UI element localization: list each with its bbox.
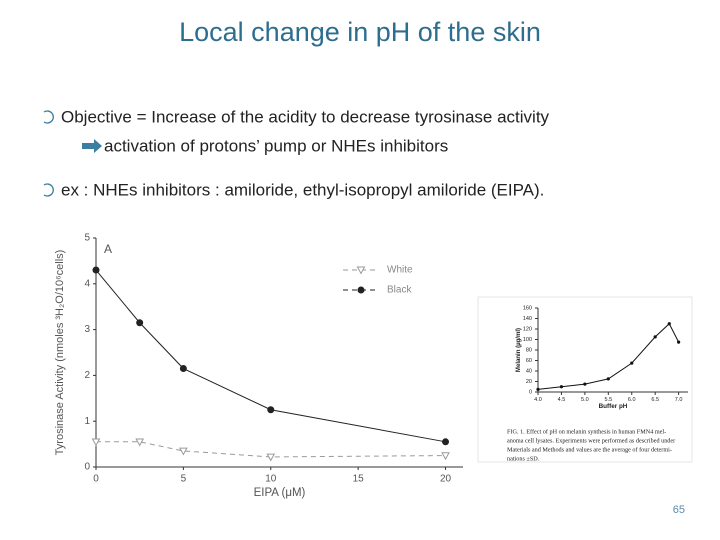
point xyxy=(179,365,187,373)
y-tick-label: 60 xyxy=(526,358,532,364)
y-tick-label: 1 xyxy=(84,416,90,427)
series-line xyxy=(537,322,680,390)
x-tick-label: 0 xyxy=(93,474,99,485)
x-tick-label: 4.0 xyxy=(534,397,542,403)
legend-label: Black xyxy=(387,285,412,296)
y-tick-label: 0 xyxy=(529,389,532,395)
x-tick-label: 5.0 xyxy=(581,397,589,403)
y-axis-label: Melanin (µg/ml) xyxy=(516,328,522,372)
bullet-text: Objective = Increase of the acidity to d… xyxy=(61,107,550,126)
x-axis-label: EIPA (μM) xyxy=(254,487,306,499)
page-number: 65 xyxy=(673,504,685,516)
point xyxy=(91,438,101,447)
figure-caption: anoma cell lysates. Experiments were per… xyxy=(507,437,675,444)
legend-label: White xyxy=(387,265,413,276)
point xyxy=(267,406,275,414)
x-tick-label: 5 xyxy=(181,474,187,485)
point xyxy=(536,387,540,391)
y-tick-label: 40 xyxy=(526,368,532,374)
x-tick-label: 10 xyxy=(265,474,277,485)
arrow-icon xyxy=(82,139,102,153)
point xyxy=(559,385,564,389)
point xyxy=(179,447,188,456)
x-tick-label: 4.5 xyxy=(558,397,566,403)
x-tick-label: 15 xyxy=(353,474,365,485)
point xyxy=(441,452,450,461)
bullet-icon xyxy=(43,110,54,197)
point xyxy=(442,438,450,446)
y-tick-label: 4 xyxy=(84,278,90,289)
point xyxy=(667,322,671,326)
x-tick-label: 6.0 xyxy=(628,397,636,403)
point xyxy=(677,340,681,344)
figure-caption: FIG. 1. Effect of pH on melanin synthesi… xyxy=(507,428,666,435)
point xyxy=(135,438,145,447)
point xyxy=(92,266,100,274)
legend-marker xyxy=(357,286,365,294)
y-tick-label: 3 xyxy=(84,324,90,335)
y-tick-label: 0 xyxy=(84,462,90,473)
x-axis-label: Buffer pH xyxy=(599,403,628,410)
point xyxy=(583,382,587,386)
point xyxy=(606,377,610,381)
slide-title: Local change in pH of the skin xyxy=(179,17,541,47)
figure-caption: nations ±SD. xyxy=(507,455,540,462)
x-tick-label: 5.5 xyxy=(604,397,612,403)
y-tick-label: 80 xyxy=(526,347,532,353)
y-tick-label: 20 xyxy=(526,379,532,385)
x-tick-label: 6.5 xyxy=(651,397,659,403)
x-tick-label: 7.0 xyxy=(675,397,683,403)
series-line xyxy=(96,441,446,458)
y-axis-label: Tyrosinase Activity (nmoles ³H₂O/10⁶cell… xyxy=(54,250,66,456)
point xyxy=(136,319,144,327)
y-tick-label: 160 xyxy=(523,305,532,311)
bullet-text: ex : NHEs inhibitors : amiloride, ethyl-… xyxy=(61,180,544,199)
y-tick-label: 140 xyxy=(523,316,532,322)
point xyxy=(653,335,657,339)
figure-frame xyxy=(477,296,693,463)
legend-marker xyxy=(356,266,366,275)
panel-label: A xyxy=(104,242,112,256)
x-tick-label: 20 xyxy=(440,474,452,485)
y-tick-label: 120 xyxy=(523,326,532,332)
point xyxy=(266,453,276,462)
point xyxy=(630,361,634,365)
figure-caption: Materials and Methods and values are the… xyxy=(507,446,672,453)
y-tick-label: 5 xyxy=(84,233,90,244)
y-tick-label: 2 xyxy=(84,370,90,381)
y-tick-label: 100 xyxy=(523,337,532,343)
sub-bullet-text: activation of protons’ pump or NHEs inhi… xyxy=(104,136,448,155)
